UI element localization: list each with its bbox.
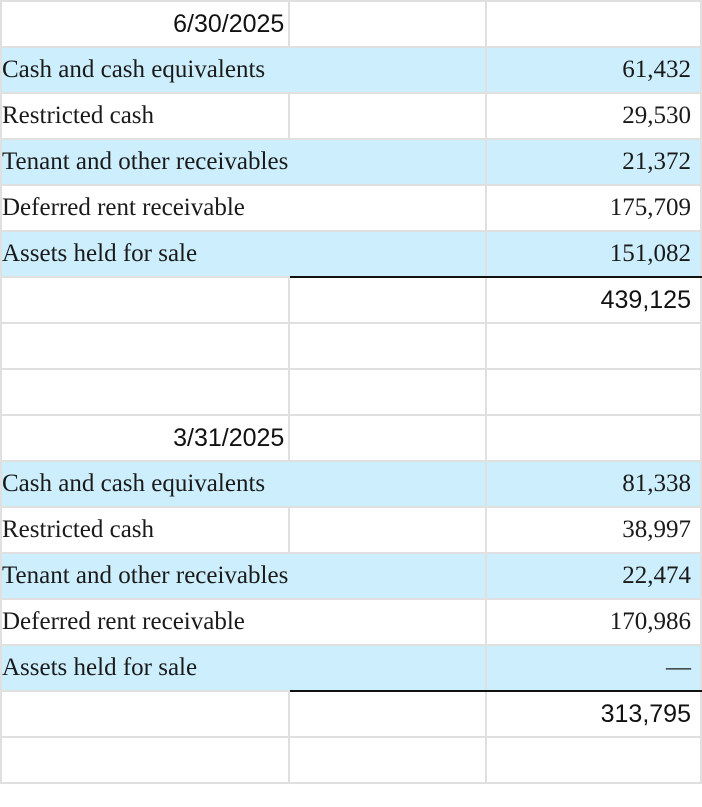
row-label-cell[interactable]: Assets held for sale [0, 230, 291, 278]
table-row: Restricted cash 29,530 [0, 92, 702, 140]
empty-cell[interactable] [288, 276, 488, 324]
value-cell[interactable]: 170,986 [485, 598, 702, 646]
value-cell[interactable]: 81,338 [485, 460, 702, 508]
empty-cell[interactable] [288, 230, 488, 278]
value-cell[interactable]: 151,082 [485, 230, 702, 278]
table-row: Tenant and other receivables 21,372 [0, 138, 702, 186]
value-cell[interactable]: 175,709 [485, 184, 702, 232]
table-row: Cash and cash equivalents 61,432 [0, 46, 702, 94]
empty-cell[interactable] [288, 0, 488, 48]
date-header-row: 6/30/2025 [0, 0, 702, 48]
table-row: Restricted cash 38,997 [0, 506, 702, 554]
empty-cell[interactable] [0, 322, 291, 370]
row-label-cell[interactable]: Cash and cash equivalents [0, 460, 291, 508]
row-label-cell[interactable]: Tenant and other receivables [0, 552, 291, 600]
row-label-cell[interactable]: Deferred rent receivable [0, 598, 290, 646]
empty-cell[interactable] [0, 276, 291, 324]
total-row: 313,795 [0, 690, 702, 738]
empty-cell[interactable] [288, 322, 488, 370]
date-header-row: 3/31/2025 [0, 414, 702, 462]
empty-cell[interactable] [485, 0, 702, 48]
table-row: Assets held for sale 151,082 [0, 230, 702, 278]
empty-cell[interactable] [288, 506, 488, 554]
row-label-cell[interactable]: Restricted cash [0, 92, 291, 140]
value-cell[interactable]: — [485, 644, 702, 692]
empty-cell[interactable] [485, 414, 702, 462]
total-value-cell[interactable]: 313,795 [485, 690, 702, 738]
table-row: Deferred rent receivable 175,709 [0, 184, 702, 232]
empty-cell[interactable] [0, 368, 291, 416]
empty-cell[interactable] [288, 46, 488, 94]
date-cell[interactable]: 6/30/2025 [0, 0, 291, 48]
empty-cell[interactable] [0, 690, 291, 738]
table-row: Deferred rent receivable 170,986 [0, 598, 702, 646]
value-cell[interactable]: 29,530 [485, 92, 702, 140]
value-cell[interactable]: 22,474 [485, 552, 702, 600]
empty-cell[interactable] [0, 736, 291, 784]
table-row: Cash and cash equivalents 81,338 [0, 460, 702, 508]
blank-row [0, 736, 702, 784]
empty-cell[interactable] [485, 736, 702, 784]
empty-cell[interactable] [288, 552, 488, 600]
empty-cell[interactable] [485, 368, 702, 416]
row-label-cell[interactable]: Restricted cash [0, 506, 291, 554]
row-label-cell[interactable]: Deferred rent receivable [0, 184, 290, 232]
spreadsheet-grid: 6/30/2025 Cash and cash equivalents 61,4… [0, 0, 702, 784]
total-row: 439,125 [0, 276, 702, 324]
empty-cell[interactable] [288, 598, 488, 646]
value-cell[interactable]: 21,372 [485, 138, 702, 186]
empty-cell[interactable] [288, 736, 488, 784]
date-cell[interactable]: 3/31/2025 [0, 414, 291, 462]
empty-cell[interactable] [485, 322, 702, 370]
table-row: Tenant and other receivables 22,474 [0, 552, 702, 600]
empty-cell[interactable] [288, 460, 488, 508]
empty-cell[interactable] [288, 644, 488, 692]
empty-cell[interactable] [288, 414, 488, 462]
empty-cell[interactable] [288, 690, 488, 738]
row-label-cell[interactable]: Tenant and other receivables [0, 138, 291, 186]
value-cell[interactable]: 38,997 [485, 506, 702, 554]
total-value-cell[interactable]: 439,125 [485, 276, 702, 324]
empty-cell[interactable] [288, 368, 488, 416]
table-row: Assets held for sale — [0, 644, 702, 692]
row-label-cell[interactable]: Assets held for sale [0, 644, 291, 692]
empty-cell[interactable] [288, 92, 488, 140]
empty-cell[interactable] [288, 138, 488, 186]
row-label-cell[interactable]: Cash and cash equivalents [0, 46, 291, 94]
empty-cell[interactable] [288, 184, 488, 232]
value-cell[interactable]: 61,432 [485, 46, 702, 94]
blank-row [0, 322, 702, 370]
blank-row [0, 368, 702, 416]
